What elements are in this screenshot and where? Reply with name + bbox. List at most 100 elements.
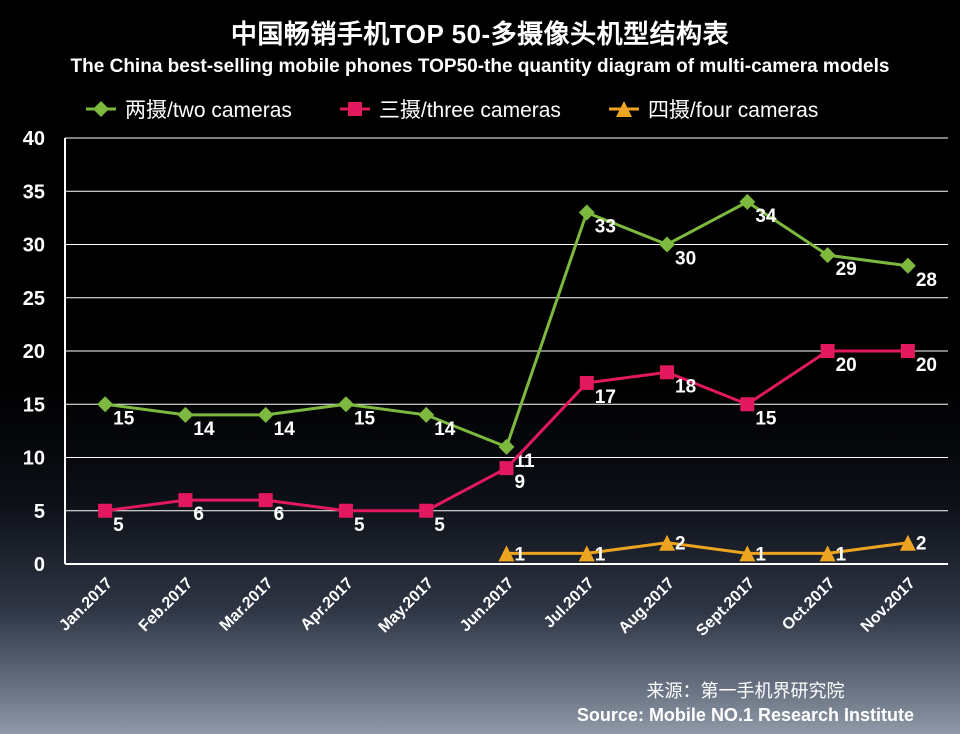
data-point	[819, 545, 836, 562]
svg-text:35: 35	[23, 181, 45, 203]
svg-text:Aug.2017: Aug.2017	[616, 575, 678, 637]
legend: 两摄/two cameras 三摄/three cameras 四摄/four ca…	[86, 94, 960, 124]
source-line-en: Source: Mobile NO.1 Research Institute	[576, 705, 914, 725]
source-block: 来源：第一手机界研究院 Source: Mobile NO.1 Research…	[577, 677, 914, 726]
data-point	[900, 344, 915, 358]
data-label: 18	[675, 376, 696, 397]
diamond-marker-icon	[86, 101, 116, 117]
series-1: 15 14 14 15 14 11 33 30 34 29 28	[97, 193, 937, 472]
data-point	[498, 438, 515, 455]
data-label: 1	[836, 544, 847, 565]
data-label: 20	[916, 355, 937, 376]
legend-item-3: 四摄/four cameras	[608, 94, 819, 124]
data-point	[498, 545, 515, 562]
data-label: 2	[916, 534, 927, 555]
svg-text:Apr.2017: Apr.2017	[298, 575, 357, 634]
data-point	[820, 344, 835, 358]
data-point	[579, 375, 594, 390]
legend-label: 三摄/three cameras	[378, 99, 561, 122]
data-point	[418, 406, 435, 423]
data-point	[899, 534, 916, 551]
data-label: 15	[113, 408, 135, 429]
data-point	[578, 204, 595, 221]
svg-text:30: 30	[23, 235, 45, 257]
data-label: 5	[113, 515, 124, 536]
data-point	[338, 503, 353, 518]
chart-subtitle: The China best-selling mobile phones TOP…	[70, 56, 890, 77]
data-point	[178, 493, 193, 508]
data-label: 14	[193, 419, 215, 440]
data-label: 15	[354, 408, 376, 429]
svg-text:25: 25	[23, 288, 45, 310]
data-point	[659, 236, 676, 253]
svg-text:5: 5	[34, 501, 45, 523]
data-point	[739, 193, 756, 210]
chart-title: 中国畅销手机TOP 50-多摄像头机型结构表	[230, 19, 730, 49]
data-label: 6	[274, 504, 285, 525]
data-label: 2	[675, 534, 686, 555]
data-point	[899, 257, 916, 274]
data-point	[659, 534, 676, 551]
data-label: 1	[515, 544, 526, 565]
series-2: 5 6 6 5 5 9 17 18 15 20 20	[98, 344, 937, 536]
svg-text:10: 10	[23, 448, 45, 470]
slide: 中国畅销手机TOP 50-多摄像头机型结构表 The China best-se…	[0, 14, 960, 725]
data-label: 33	[595, 217, 616, 238]
svg-text:Sept.2017: Sept.2017	[693, 575, 758, 640]
data-label: 14	[434, 419, 456, 440]
data-point	[819, 247, 836, 264]
svg-text:Jul.2017: Jul.2017	[541, 575, 598, 632]
svg-text:Feb.2017: Feb.2017	[136, 575, 197, 636]
data-label: 6	[193, 504, 204, 525]
data-label: 30	[675, 249, 696, 270]
data-label: 5	[434, 515, 445, 536]
svg-text:Mar.2017: Mar.2017	[217, 575, 277, 635]
data-point	[739, 545, 756, 562]
data-point	[258, 493, 273, 508]
data-point	[177, 406, 194, 423]
svg-text:40: 40	[23, 128, 45, 150]
square-marker-icon	[339, 102, 370, 116]
svg-text:20: 20	[23, 341, 45, 363]
data-label: 34	[755, 206, 777, 227]
svg-text:Jun.2017: Jun.2017	[457, 575, 518, 636]
legend-label: 四摄/four cameras	[647, 99, 819, 122]
data-point	[419, 503, 434, 518]
data-label: 9	[515, 472, 526, 493]
data-label: 29	[836, 259, 857, 280]
data-label: 5	[354, 515, 365, 536]
data-point	[578, 545, 595, 562]
data-point	[97, 396, 114, 413]
legend-label: 两摄/two cameras	[125, 99, 292, 122]
data-label: 20	[836, 355, 857, 376]
series-3: 1 1 2 1 1 2	[498, 534, 927, 565]
svg-text:Jan.2017: Jan.2017	[56, 575, 116, 635]
data-label: 1	[595, 544, 606, 565]
data-label: 11	[515, 451, 536, 472]
data-label: 28	[916, 270, 937, 291]
data-label: 17	[595, 387, 616, 408]
data-point	[499, 461, 514, 476]
data-label: 15	[755, 408, 777, 429]
svg-text:Nov.2017: Nov.2017	[858, 575, 919, 636]
svg-text:Oct.2017: Oct.2017	[779, 575, 838, 634]
data-point	[740, 397, 755, 412]
chart-area: 0 5 10 15 20 25 30 35 40 Jan.2017 Feb.2017 Mar.2017…	[0, 126, 960, 661]
triangle-marker-icon	[608, 101, 639, 117]
axes	[64, 138, 948, 565]
data-point	[98, 503, 113, 518]
svg-text:15: 15	[23, 394, 45, 416]
x-axis-labels: Jan.2017 Feb.2017 Mar.2017 Apr.2017 May.2017…	[56, 575, 919, 640]
data-label: 1	[755, 544, 766, 565]
data-point	[660, 365, 675, 380]
y-axis-labels: 0 5 10 15 20 25 30 35 40	[23, 128, 45, 576]
svg-text:May.2017: May.2017	[376, 575, 438, 637]
data-point	[257, 406, 274, 423]
legend-item-2: 三摄/three cameras	[339, 94, 561, 124]
legend-item-1: 两摄/two cameras	[86, 94, 292, 124]
data-label: 14	[274, 419, 296, 440]
svg-text:0: 0	[34, 554, 45, 576]
source-line-cn: 来源：第一手机界研究院	[646, 681, 845, 701]
data-point	[337, 396, 354, 413]
